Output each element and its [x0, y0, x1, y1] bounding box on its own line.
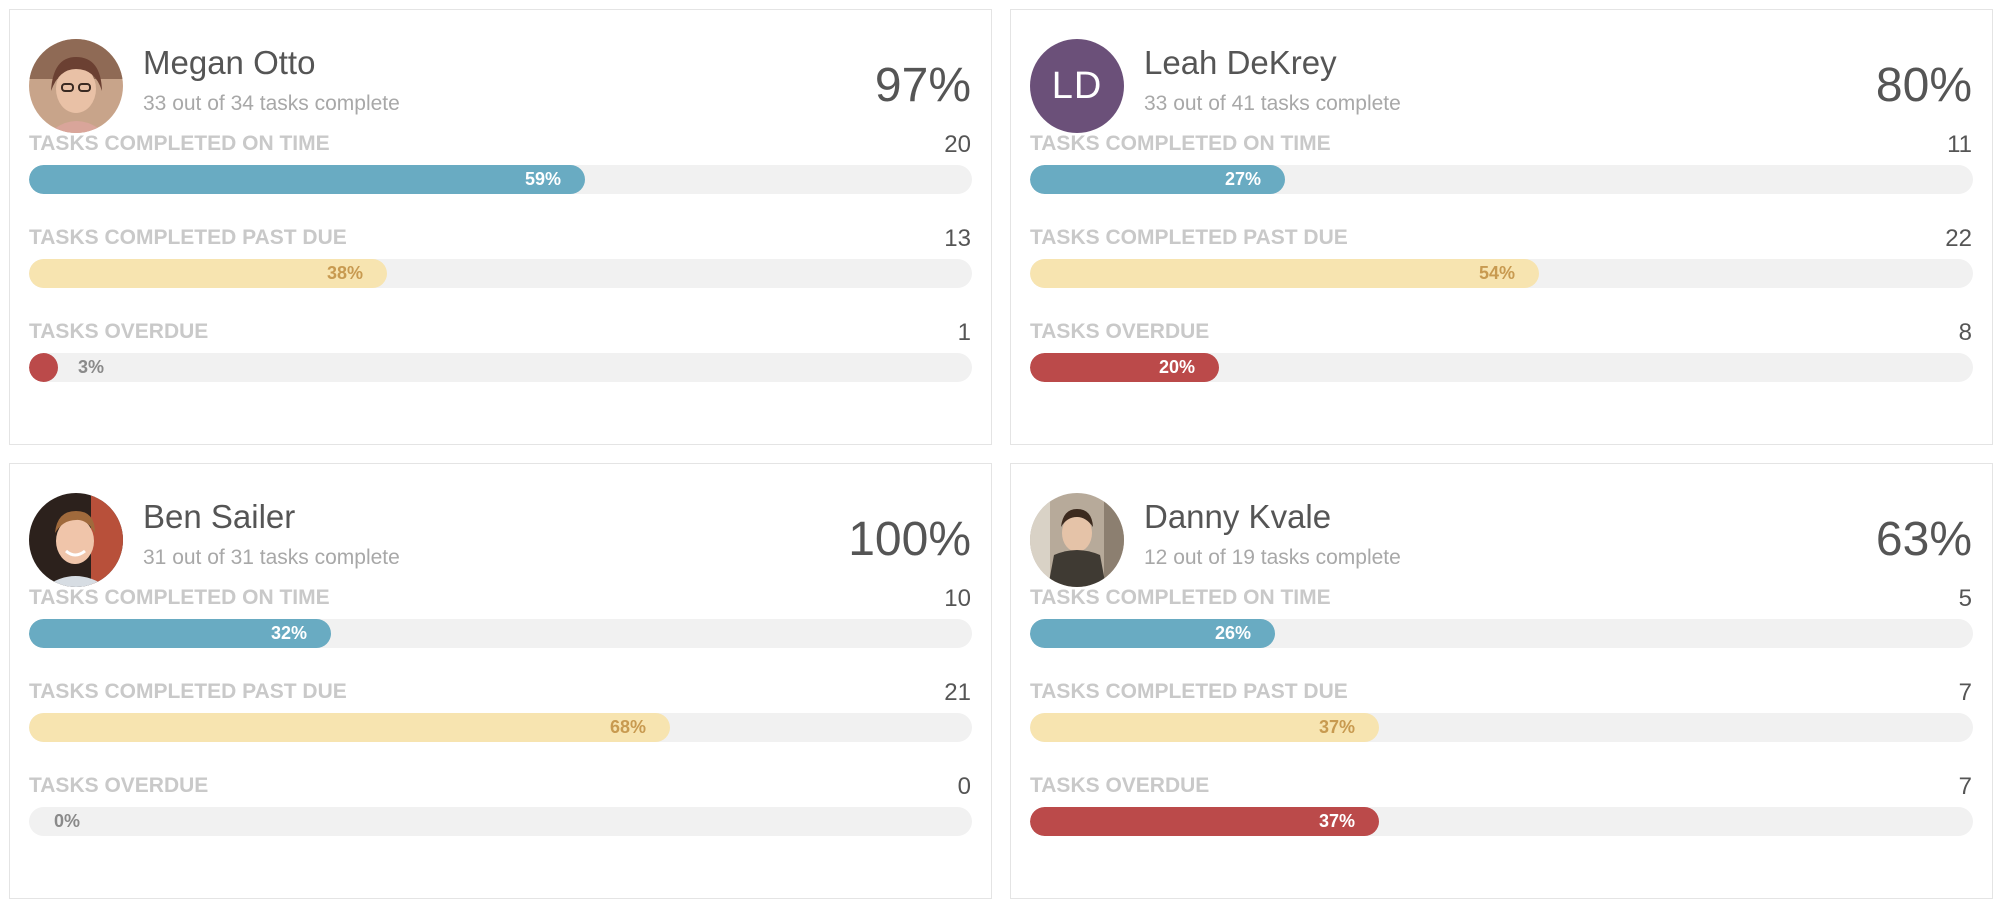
overdue-count: 8	[1958, 319, 1972, 346]
past-due-label: TASKS COMPLETED PAST DUE	[1030, 680, 1348, 703]
completion-percent: 80%	[1875, 59, 1972, 112]
on-time-label: TASKS COMPLETED ON TIME	[29, 586, 330, 609]
past-due-bar-fill	[29, 713, 670, 742]
person-card: Megan Otto 33 out of 34 tasks complete 9…	[9, 9, 992, 445]
on-time-bar-fill	[1030, 165, 1285, 194]
overdue-count: 7	[1958, 773, 1972, 800]
on-time-bar-label: 32%	[271, 623, 308, 643]
on-time-count: 11	[1947, 131, 1972, 158]
on-time-bar-label: 26%	[1215, 623, 1252, 643]
overdue-bar-fill	[1030, 353, 1219, 382]
user-photo-icon[interactable]	[1030, 493, 1124, 587]
person-card: Ben Sailer 31 out of 31 tasks complete 1…	[9, 463, 992, 899]
task-summary: 31 out of 31 tasks complete	[143, 546, 400, 569]
on-time-label: TASKS COMPLETED ON TIME	[1030, 132, 1331, 155]
overdue-bar: 20%	[1030, 353, 1973, 382]
past-due-bar-label: 54%	[1479, 263, 1516, 283]
overdue-bar-label: 37%	[1319, 811, 1356, 831]
past-due-count: 22	[1945, 225, 1972, 252]
on-time-bar: 26%	[1030, 619, 1973, 648]
completion-percent: 97%	[874, 59, 971, 112]
past-due-label: TASKS COMPLETED PAST DUE	[1030, 226, 1348, 249]
past-due-bar: 37%	[1030, 713, 1973, 742]
task-summary: 33 out of 34 tasks complete	[143, 92, 400, 115]
overdue-count: 1	[957, 319, 971, 346]
person-name: Leah DeKrey	[1144, 44, 1337, 81]
avatar-background	[1030, 39, 1124, 133]
on-time-bar-fill	[29, 619, 331, 648]
past-due-bar-label: 38%	[327, 263, 364, 283]
past-due-bar-fill	[1030, 713, 1379, 742]
overdue-label: TASKS OVERDUE	[1030, 774, 1210, 797]
on-time-bar-label: 59%	[525, 169, 562, 189]
task-summary: 33 out of 41 tasks complete	[1144, 92, 1401, 115]
overdue-label: TASKS OVERDUE	[1030, 320, 1210, 343]
overdue-label: TASKS OVERDUE	[29, 320, 209, 343]
overdue-bar-label: 3%	[78, 357, 105, 377]
user-photo-icon[interactable]	[29, 39, 123, 133]
past-due-count: 7	[1958, 679, 1972, 706]
on-time-count: 10	[944, 585, 971, 612]
past-due-bar-label: 68%	[610, 717, 647, 737]
overdue-bar-label: 0%	[54, 811, 81, 831]
overdue-bar: 0%	[29, 807, 972, 836]
overdue-label: TASKS OVERDUE	[29, 774, 209, 797]
on-time-bar-label: 27%	[1225, 169, 1262, 189]
past-due-bar-label: 37%	[1319, 717, 1356, 737]
on-time-bar-fill	[1030, 619, 1275, 648]
person-card: LD Leah DeKrey 33 out of 41 tasks comple…	[1010, 9, 1993, 445]
user-photo-icon[interactable]	[29, 493, 123, 587]
on-time-count: 20	[944, 131, 971, 158]
person-name: Megan Otto	[143, 44, 316, 81]
overdue-bar-fill	[29, 353, 58, 382]
on-time-label: TASKS COMPLETED ON TIME	[1030, 586, 1331, 609]
task-summary: 12 out of 19 tasks complete	[1144, 546, 1401, 569]
past-due-bar: 38%	[29, 259, 972, 288]
past-due-bar-fill	[1030, 259, 1539, 288]
past-due-count: 21	[944, 679, 971, 706]
on-time-bar: 27%	[1030, 165, 1973, 194]
person-name: Danny Kvale	[1144, 498, 1332, 535]
overdue-bar: 3%	[29, 353, 972, 382]
on-time-bar: 59%	[29, 165, 972, 194]
completion-percent: 63%	[1875, 513, 1972, 566]
on-time-bar-fill	[29, 165, 585, 194]
past-due-count: 13	[944, 225, 971, 252]
person-name: Ben Sailer	[143, 498, 296, 535]
person-card: Danny Kvale 12 out of 19 tasks complete …	[1010, 463, 1993, 899]
past-due-label: TASKS COMPLETED PAST DUE	[29, 226, 347, 249]
past-due-bar-fill	[29, 259, 387, 288]
past-due-label: TASKS COMPLETED PAST DUE	[29, 680, 347, 703]
overdue-bar: 37%	[1030, 807, 1973, 836]
overdue-count: 0	[957, 773, 971, 800]
past-due-bar: 68%	[29, 713, 972, 742]
past-due-bar: 54%	[1030, 259, 1973, 288]
avatar-initials: LD	[1051, 64, 1103, 107]
on-time-bar: 32%	[29, 619, 972, 648]
overdue-bar-fill	[1030, 807, 1379, 836]
on-time-label: TASKS COMPLETED ON TIME	[29, 132, 330, 155]
on-time-count: 5	[1958, 585, 1972, 612]
overdue-bar-label: 20%	[1159, 357, 1196, 377]
completion-percent: 100%	[848, 513, 971, 566]
user-initials-avatar[interactable]: LD	[1030, 39, 1124, 133]
